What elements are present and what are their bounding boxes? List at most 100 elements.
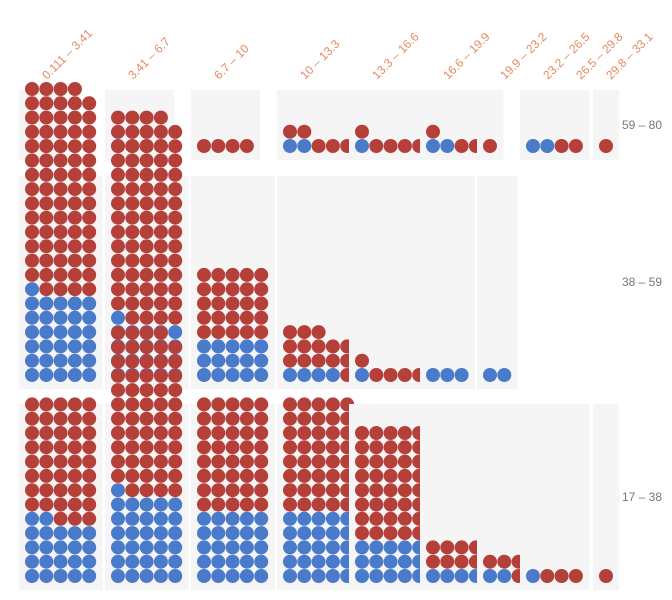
- dot-blue: [197, 554, 211, 569]
- dot-red: [67, 454, 82, 469]
- dot-red: [355, 124, 369, 139]
- dot-red: [111, 454, 125, 469]
- dot-blue: [225, 368, 240, 382]
- dot-red: [153, 368, 168, 383]
- dot-blue: [53, 353, 68, 368]
- dot-blue: [197, 339, 211, 354]
- dot-red: [125, 354, 140, 369]
- dot-blue: [311, 569, 326, 583]
- dot-blue: [168, 511, 183, 526]
- dot-red: [283, 440, 297, 455]
- dot-red: [25, 225, 39, 239]
- dot-red: [311, 454, 326, 469]
- dot-red: [82, 139, 97, 154]
- dot-red: [211, 440, 226, 455]
- dot-red: [239, 411, 254, 426]
- dot-red: [311, 426, 326, 440]
- dot-red: [139, 483, 154, 498]
- dot-blue: [383, 554, 398, 569]
- cell-panel: [277, 176, 361, 389]
- dot-red: [111, 167, 125, 182]
- dot-blue: [25, 526, 39, 541]
- dot-red: [25, 110, 39, 125]
- dot-red: [139, 340, 154, 355]
- dot-red: [355, 426, 369, 440]
- dot-red: [211, 397, 226, 412]
- dot-red: [325, 483, 340, 498]
- dot-red: [225, 497, 240, 512]
- dot-blue: [426, 569, 440, 583]
- dot-red: [311, 139, 326, 153]
- dot-red: [67, 225, 82, 239]
- dot-blue: [297, 540, 312, 555]
- dot-blue: [125, 569, 140, 583]
- dot-blue: [239, 339, 254, 354]
- dot-red: [197, 310, 211, 325]
- dot-red: [125, 124, 140, 139]
- dot-red: [111, 267, 125, 282]
- dot-red: [53, 239, 68, 254]
- dot-red: [325, 454, 340, 469]
- dot-red: [254, 440, 269, 455]
- dot-blue: [139, 526, 154, 541]
- dot-blue: [67, 296, 82, 311]
- dot-red: [39, 139, 54, 154]
- dot-blue: [53, 310, 68, 325]
- dot-red: [67, 411, 82, 426]
- dot-red: [153, 440, 168, 455]
- dot-blue: [211, 511, 226, 526]
- dot-red: [426, 124, 440, 139]
- dot-red: [197, 440, 211, 455]
- dot-red: [39, 454, 54, 469]
- dot-red: [225, 440, 240, 455]
- dot-red: [599, 139, 613, 153]
- dot-blue: [239, 511, 254, 526]
- dot-red: [125, 210, 140, 225]
- dot-red: [440, 540, 455, 555]
- dot-blue: [297, 554, 312, 569]
- dot-red: [53, 397, 68, 412]
- cell-panel: [520, 404, 590, 590]
- dot-red: [125, 267, 140, 282]
- dot-blue: [369, 554, 384, 569]
- dot-red: [311, 325, 326, 340]
- dot-blue: [67, 569, 82, 583]
- dot-blue: [225, 540, 240, 555]
- dot-red: [139, 167, 154, 182]
- dot-red: [67, 239, 82, 254]
- dot-red: [383, 511, 398, 526]
- dot-blue: [139, 569, 154, 583]
- dot-blue: [297, 368, 312, 382]
- dot-red: [139, 296, 154, 311]
- dot-red: [369, 454, 384, 469]
- dot-red: [239, 497, 254, 512]
- dot-red: [25, 196, 39, 211]
- dot-blue: [397, 540, 412, 555]
- dot-red: [311, 483, 326, 498]
- dot-red: [111, 282, 125, 297]
- dot-red: [153, 196, 168, 211]
- dot-blue: [440, 569, 455, 583]
- dot-red: [25, 82, 39, 96]
- dot-red: [111, 340, 125, 355]
- dot-red: [111, 354, 125, 369]
- dot-red: [168, 167, 183, 182]
- dot-red: [168, 210, 183, 225]
- dot-blue: [254, 353, 269, 368]
- dot-red: [211, 468, 226, 483]
- dot-red: [153, 167, 168, 182]
- dot-red: [397, 511, 412, 526]
- dot-red: [225, 426, 240, 440]
- dot-blue: [39, 296, 54, 311]
- dot-red: [369, 440, 384, 455]
- dot-red: [239, 296, 254, 311]
- dot-blue: [254, 339, 269, 354]
- dot-red: [153, 110, 168, 125]
- dot-red: [139, 411, 154, 426]
- dot-red: [153, 411, 168, 426]
- dot-red: [153, 296, 168, 311]
- dot-blue: [139, 540, 154, 555]
- dot-red: [153, 153, 168, 168]
- column-label: 6.7 – 10: [211, 41, 252, 82]
- dot-red: [283, 426, 297, 440]
